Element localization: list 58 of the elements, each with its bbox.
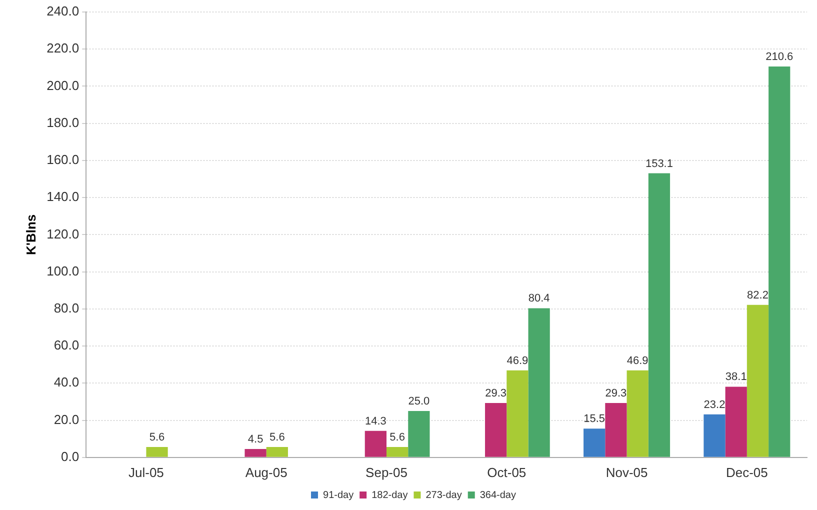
y-tick-label: 200.0: [46, 78, 80, 93]
legend-label: 182-day: [372, 490, 408, 501]
x-tick-label: Jul-05: [128, 464, 164, 480]
bar: [605, 403, 627, 457]
bar: [408, 411, 430, 457]
bar: [364, 430, 386, 457]
data-label: 80.4: [528, 292, 550, 305]
x-tick-label: Aug-05: [245, 464, 288, 480]
x-tick-label: Nov-05: [606, 464, 648, 480]
data-label: 46.9: [506, 354, 528, 367]
bar: [528, 308, 550, 457]
y-tick-label: 100.0: [46, 263, 80, 278]
bar: [704, 414, 726, 457]
y-tick-label: 220.0: [46, 40, 80, 56]
data-label: 23.2: [704, 398, 726, 411]
bar: [746, 304, 769, 457]
bar: [648, 173, 670, 457]
data-label: 153.1: [645, 158, 673, 170]
data-label: 4.5: [248, 434, 264, 446]
bar: [244, 449, 266, 457]
data-label: 15.5: [584, 413, 606, 426]
bar: [768, 66, 790, 457]
data-label: 82.2: [747, 289, 768, 302]
y-tick-label: 80.0: [54, 300, 80, 316]
data-label: 46.9: [626, 354, 648, 367]
y-tick-label: 60.0: [54, 338, 80, 353]
data-label: 210.6: [766, 51, 794, 64]
y-tick-label: 0.0: [61, 448, 80, 464]
bar: [266, 447, 288, 457]
bar: [506, 370, 528, 457]
data-label: 5.6: [270, 432, 285, 444]
y-tick-label: 120.0: [46, 226, 80, 242]
y-tick-label: 180.0: [46, 114, 80, 130]
bar: [584, 428, 606, 457]
data-label: 25.0: [408, 396, 430, 408]
x-tick-label: Oct-05: [487, 464, 526, 480]
data-label: 38.1: [725, 371, 747, 384]
y-tick-label: 160.0: [46, 152, 80, 168]
y-tick-label: 140.0: [46, 189, 80, 204]
y-tick-label: 20.0: [54, 412, 80, 427]
x-tick-label: Dec-05: [726, 464, 768, 480]
data-label: 5.6: [149, 432, 165, 444]
data-label: 29.3: [485, 388, 507, 400]
legend-label: 273-day: [426, 490, 462, 501]
legend-label: 364-day: [480, 490, 516, 501]
y-axis-title: K'Blns: [23, 214, 38, 256]
bar: [146, 447, 168, 457]
bar: [485, 403, 507, 457]
bar: [386, 447, 408, 457]
bar: [626, 370, 648, 457]
data-label: 5.6: [390, 432, 405, 444]
y-tick-label: 240.0: [46, 4, 80, 19]
legend-label: 91-day: [323, 490, 354, 501]
data-label: 29.3: [605, 388, 627, 400]
x-tick-label: Sep-05: [366, 464, 408, 480]
data-label: 14.3: [364, 415, 386, 428]
bar: [725, 386, 747, 457]
y-tick-label: 40.0: [54, 374, 80, 390]
